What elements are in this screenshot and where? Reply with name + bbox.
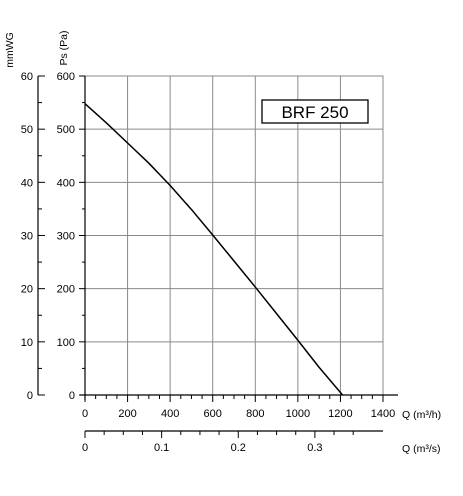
series-layer	[84, 103, 344, 396]
chart-title: BRF 250	[281, 103, 348, 122]
mmwg-tick-label: 50	[21, 124, 33, 136]
pressure-curve	[84, 103, 344, 396]
mmwg-tick-label: 40	[21, 177, 33, 189]
flow-m3h-tick-label: 800	[246, 408, 264, 420]
mmwg-tick-label: 0	[27, 390, 33, 402]
flow-m3h-tick-label: 200	[118, 408, 136, 420]
pressure-tick-label: 300	[57, 231, 75, 243]
flow-m3h-tick-label: 1200	[328, 408, 352, 420]
grid-lines	[85, 76, 383, 395]
mmwg-tick-label: 20	[21, 284, 33, 296]
mmwg-tick-label: 10	[21, 337, 33, 349]
flow-m3h-axis-title: Q (m³/h)	[402, 409, 441, 421]
flow-m3s-tick-label: 0.1	[154, 442, 169, 454]
flow-m3s-tick-label: 0.3	[307, 442, 322, 454]
mmwg-tick-label: 60	[21, 71, 33, 83]
pressure-axis-title: Ps (Pa)	[58, 30, 70, 65]
pressure-tick-label: 100	[57, 337, 75, 349]
flow-m3s-tick-label: 0.2	[231, 442, 246, 454]
flow-m3h-tick-label: 0	[82, 408, 88, 420]
flow-m3h-tick-label: 400	[161, 408, 179, 420]
flow-m3h-tick-label: 1400	[371, 408, 395, 420]
flow-m3s-tick-label: 0	[82, 442, 88, 454]
pressure-tick-label: 600	[57, 71, 75, 83]
mmwg-axis-title: mmWG	[4, 32, 16, 68]
flow-m3h-tick-label: 1000	[286, 408, 310, 420]
model-label-box: BRF 250	[261, 99, 369, 124]
pressure-tick-label: 500	[57, 124, 75, 136]
flow-m3s-axis-title: Q (m³/s)	[402, 443, 441, 455]
pressure-tick-label: 200	[57, 284, 75, 296]
pressure-tick-label: 0	[69, 390, 75, 402]
flow-m3h-tick-label: 600	[204, 408, 222, 420]
pressure-tick-label: 400	[57, 177, 75, 189]
mmwg-tick-label: 30	[21, 231, 33, 243]
